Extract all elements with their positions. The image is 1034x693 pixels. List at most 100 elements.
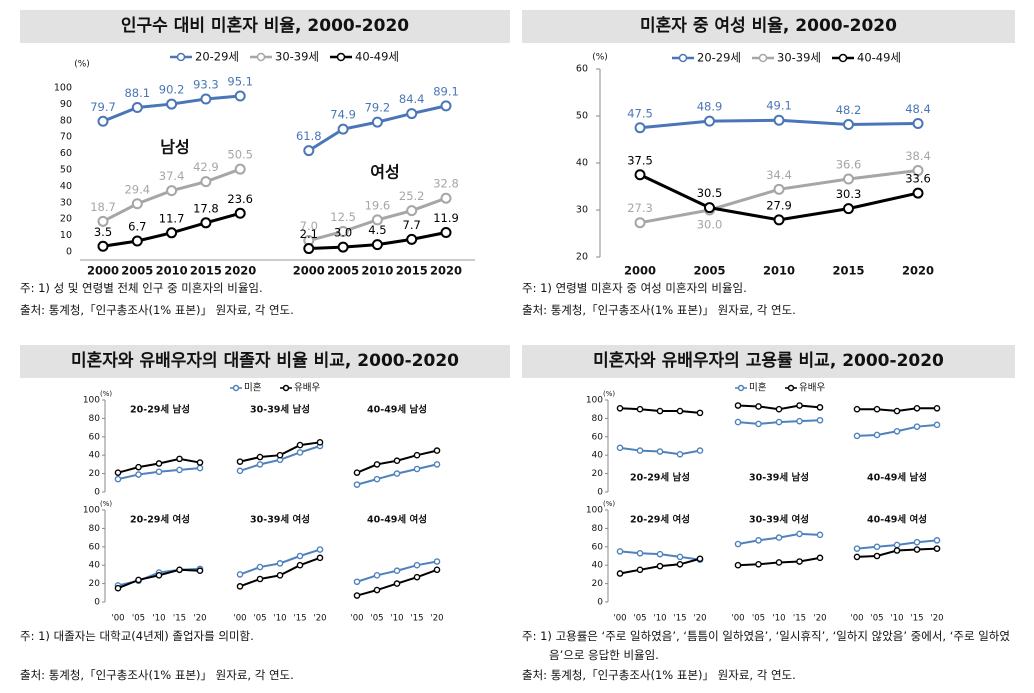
panel-title: 30-39세 여성 [749, 514, 809, 526]
y-tick-label: 20 [576, 252, 588, 263]
point [373, 572, 381, 579]
panel-title: 30-39세 남성 [749, 472, 809, 484]
panel: 미혼자와 유배우자의 고용률 비교, 2000-2020 (%) 0 20 40 60 8… [522, 345, 1015, 690]
point [200, 176, 212, 188]
point [853, 432, 861, 440]
x-tick-label: 2000 [293, 264, 325, 278]
panel-title: 30-39세 남성 [250, 404, 310, 416]
point [256, 453, 264, 461]
series-line [102, 94, 447, 152]
x-tick-label: '05 [370, 614, 383, 624]
y-tick-label: 0 [597, 598, 603, 608]
point [373, 586, 381, 594]
note: 주: 1) 고용률은 ‘주로 일하였음’, ‘틈틈이 일하였음’, ‘일시휴직’… [522, 629, 1010, 662]
x-tick-label: 2020 [224, 264, 256, 278]
y-unit: (%) [603, 500, 615, 508]
y-tick-label: 90 [60, 99, 72, 110]
point [755, 537, 762, 544]
data-label: 88.1 [124, 86, 150, 100]
y-unit: (%) [592, 53, 608, 63]
x-tick-label: '10 [152, 614, 165, 624]
data-label: 79.2 [365, 101, 391, 115]
point [114, 469, 122, 476]
y-tick-label: 20 [592, 579, 604, 589]
y-tick-label: 100 [54, 83, 72, 94]
data-label: 36.6 [836, 157, 862, 171]
point [933, 404, 941, 412]
x-tick-label: 2010 [156, 264, 188, 278]
y-tick-label: 40 [592, 451, 604, 461]
point [371, 239, 383, 251]
point [734, 561, 742, 569]
point [196, 567, 204, 575]
point [440, 100, 452, 112]
point [816, 404, 824, 411]
y-tick-label: 30 [576, 205, 588, 216]
point [114, 584, 122, 592]
y-tick-label: 0 [94, 598, 100, 608]
y-tick-label: 40 [89, 451, 101, 461]
data-label: 30.0 [697, 218, 723, 232]
y-tick-label: 100 [586, 506, 603, 516]
x-tick-label: '20 [693, 614, 706, 624]
point [636, 549, 644, 557]
x-tick-label: '05 [132, 614, 145, 624]
y-tick-label: 60 [592, 542, 604, 552]
point [236, 467, 244, 475]
point [413, 451, 421, 459]
y-tick-label: 70 [60, 132, 72, 143]
point [634, 217, 646, 229]
data-label: 33.6 [905, 172, 931, 186]
x-tick-label: 2005 [121, 264, 153, 278]
y-tick-label: 20 [89, 469, 101, 479]
point [873, 405, 881, 413]
y-tick-label: 0 [66, 247, 72, 258]
x-tick-label: '00 [731, 614, 744, 624]
point [893, 407, 901, 415]
point [135, 576, 142, 584]
point [873, 543, 881, 551]
point [873, 431, 881, 439]
point [616, 404, 624, 412]
legend-marker [758, 53, 768, 63]
point [440, 192, 452, 204]
y-tick-label: 60 [89, 542, 101, 552]
y-tick-label: 30 [60, 197, 72, 208]
point [337, 123, 349, 135]
panel-title: 40-49세 남성 [867, 472, 927, 484]
y-tick-label: 80 [592, 524, 604, 534]
point [656, 407, 664, 415]
point [796, 530, 803, 538]
data-label: 42.9 [193, 160, 219, 174]
point [893, 547, 901, 554]
legend-marker [336, 52, 346, 62]
point [196, 464, 204, 472]
data-label: 37.4 [159, 169, 185, 183]
y-tick-label: 60 [60, 148, 72, 159]
x-tick-label: '20 [193, 614, 206, 624]
point [433, 447, 441, 454]
legend-label: 20-29세 [195, 50, 239, 64]
point [913, 404, 921, 412]
point [236, 583, 244, 590]
point [155, 468, 163, 476]
point [166, 227, 178, 239]
note: 주: 1) 대졸자는 대학교(4년제) 졸업자를 의미함. [20, 629, 254, 643]
point [97, 240, 109, 252]
point [97, 215, 109, 227]
point [704, 202, 715, 214]
point [755, 560, 762, 568]
legend-marker [282, 384, 290, 392]
point [676, 407, 684, 415]
data-label: 48.4 [905, 102, 931, 116]
point [176, 466, 183, 474]
point [135, 463, 142, 471]
point [913, 538, 921, 546]
point [933, 537, 941, 544]
point [933, 545, 941, 552]
x-tick-label: '15 [910, 614, 923, 624]
panel-title: 20-29세 남성 [130, 404, 190, 416]
y-tick-label: 80 [60, 115, 72, 126]
